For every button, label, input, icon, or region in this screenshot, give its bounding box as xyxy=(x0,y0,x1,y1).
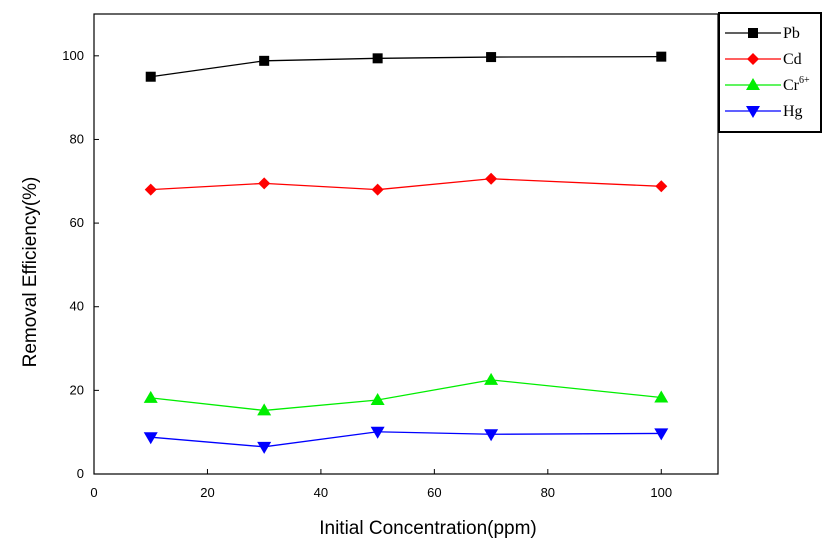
data-point-cr xyxy=(257,403,272,416)
y-tick-label: 60 xyxy=(70,215,84,230)
x-tick-label: 100 xyxy=(650,485,672,500)
series-line-hg xyxy=(150,431,662,448)
legend-label: Cr6+ xyxy=(783,75,810,94)
y-tick-label: 80 xyxy=(70,131,84,146)
series-layer xyxy=(143,51,669,454)
data-point-hg xyxy=(143,432,158,445)
y-tick-label: 20 xyxy=(70,382,84,397)
series-line-pb xyxy=(150,56,662,78)
y-tick-label: 100 xyxy=(62,48,84,63)
y-tick-label: 40 xyxy=(70,299,84,314)
data-point-pb xyxy=(372,53,383,64)
data-point-pb xyxy=(259,55,270,66)
legend-box xyxy=(718,12,822,133)
data-point-cd xyxy=(144,183,157,196)
legend-marker xyxy=(746,106,760,118)
data-point-cd xyxy=(371,183,384,196)
series-hg xyxy=(143,426,669,454)
legend-label: Cd xyxy=(783,51,802,68)
data-point-hg xyxy=(370,426,385,439)
data-point-hg xyxy=(484,429,499,442)
plot-area xyxy=(93,13,719,475)
legend-label: Hg xyxy=(783,103,803,120)
plot-frame xyxy=(93,13,719,475)
data-point-pb xyxy=(486,52,497,63)
x-tick-label: 60 xyxy=(427,485,441,500)
legend-item-cd: Cd xyxy=(725,51,802,68)
legend-item-pb: Pb xyxy=(725,25,800,42)
x-tick-label: 40 xyxy=(314,485,328,500)
data-point-cr xyxy=(654,390,669,403)
data-point-cr xyxy=(484,372,499,385)
data-point-cd xyxy=(655,180,668,193)
x-axis-title: Initial Concentration(ppm) xyxy=(319,518,537,539)
data-point-cd xyxy=(258,177,271,190)
series-cr xyxy=(143,372,669,416)
data-point-cr xyxy=(143,390,158,403)
x-tick-label: 80 xyxy=(541,485,555,500)
x-axis: 0 20 40 60 80 100 xyxy=(90,469,672,500)
data-point-pb xyxy=(145,71,156,82)
data-point-hg xyxy=(257,441,272,454)
data-point-hg xyxy=(654,428,669,441)
data-point-pb xyxy=(656,51,667,62)
legend-item-hg: Hg xyxy=(725,103,803,120)
x-tick-label: 20 xyxy=(200,485,214,500)
legend-item-cr: Cr6+ xyxy=(725,75,810,94)
legend-marker xyxy=(748,28,758,38)
series-cd xyxy=(144,172,668,196)
series-line-cd xyxy=(150,178,662,191)
series-line-cr xyxy=(150,379,662,412)
series-pb xyxy=(145,51,667,82)
legend-label: Pb xyxy=(783,25,800,42)
legend-marker xyxy=(746,78,760,90)
y-axis-title: Removal Efficiency(%) xyxy=(20,177,41,368)
data-point-cr xyxy=(370,392,385,405)
y-tick-label: 0 xyxy=(77,466,84,481)
legend: Pb Cd Cr6+ Hg xyxy=(718,12,822,133)
y-axis: 0 20 40 60 80 100 xyxy=(62,48,99,481)
x-tick-label: 0 xyxy=(90,485,97,500)
data-point-cd xyxy=(485,172,498,185)
legend-marker xyxy=(747,53,759,65)
